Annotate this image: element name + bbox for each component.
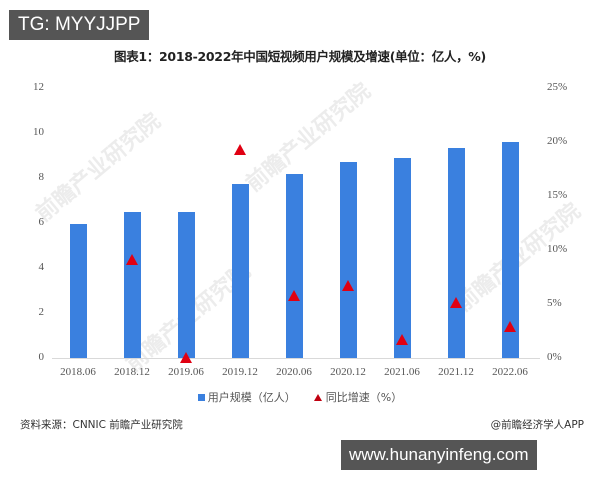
- x-axis-tick: 2018.12: [114, 366, 150, 378]
- bar-user-scale: [69, 224, 87, 358]
- growth-marker-triangle: [288, 290, 300, 302]
- watermark-tag-top: TG: MYYJJPP: [9, 10, 150, 40]
- y-axis-left-tick: 10: [33, 126, 44, 138]
- y-axis-left-tick: 8: [38, 171, 45, 183]
- x-axis-tick: 2020.06: [276, 366, 312, 378]
- legend-marker-label: 同比增速（%）: [325, 391, 403, 404]
- growth-marker-triangle: [180, 352, 192, 363]
- legend-bar-swatch: [197, 393, 205, 401]
- source-note: 资料来源：CNNIC 前瞻产业研究院: [20, 419, 183, 431]
- watermark-tag-bottom: www.hunanyinfeng.com: [341, 440, 537, 470]
- y-axis-right-tick: 0%: [547, 351, 562, 363]
- y-axis-left-tick: 4: [38, 261, 45, 273]
- growth-marker-triangle: [342, 279, 354, 291]
- bar-user-scale: [285, 173, 303, 358]
- growth-marker-triangle: [504, 320, 516, 332]
- legend-bar-label: 用户规模（亿人）: [207, 391, 296, 404]
- bar-user-scale: [339, 161, 357, 358]
- growth-marker-triangle: [234, 143, 246, 155]
- credit-note: @前瞻经济学人APP: [490, 419, 584, 431]
- bar-user-scale: [177, 212, 195, 358]
- y-axis-right-tick: 10%: [547, 243, 568, 255]
- x-axis-tick: 2019.12: [222, 366, 258, 378]
- x-axis-tick: 2021.12: [438, 366, 474, 378]
- legend-triangle-icon: [313, 393, 322, 401]
- growth-marker-triangle: [126, 253, 138, 265]
- legend: 用户规模（亿人） 同比增速（%）: [0, 389, 600, 405]
- x-axis-tick: 2022.06: [492, 366, 528, 378]
- y-axis-right-tick: 15%: [547, 189, 568, 201]
- chart-title: 图表1：2018-2022年中国短视频用户规模及增速(单位：亿人，%): [114, 49, 486, 64]
- y-axis-right-tick: 20%: [547, 135, 568, 147]
- y-axis-right-tick: 5%: [547, 297, 562, 309]
- y-axis-right-tick: 25%: [547, 81, 568, 93]
- bar-user-scale: [393, 158, 411, 358]
- y-axis-left-tick: 0: [38, 351, 45, 363]
- x-axis-line: [52, 358, 540, 359]
- watermark-text: 前瞻产业研究院: [31, 108, 166, 227]
- growth-marker-triangle: [450, 296, 462, 308]
- y-axis-left-tick: 2: [38, 306, 45, 318]
- y-axis-left-tick: 12: [33, 81, 44, 93]
- x-axis-tick: 2020.12: [330, 366, 366, 378]
- x-axis-tick: 2018.06: [60, 366, 96, 378]
- y-axis-left-tick: 6: [38, 216, 45, 228]
- x-axis-tick: 2021.06: [384, 366, 420, 378]
- growth-marker-triangle: [396, 333, 408, 345]
- bar-user-scale: [447, 147, 465, 358]
- x-axis-tick: 2019.06: [168, 366, 204, 378]
- bar-user-scale: [501, 141, 519, 358]
- bar-user-scale: [123, 212, 141, 358]
- bar-user-scale: [231, 184, 249, 358]
